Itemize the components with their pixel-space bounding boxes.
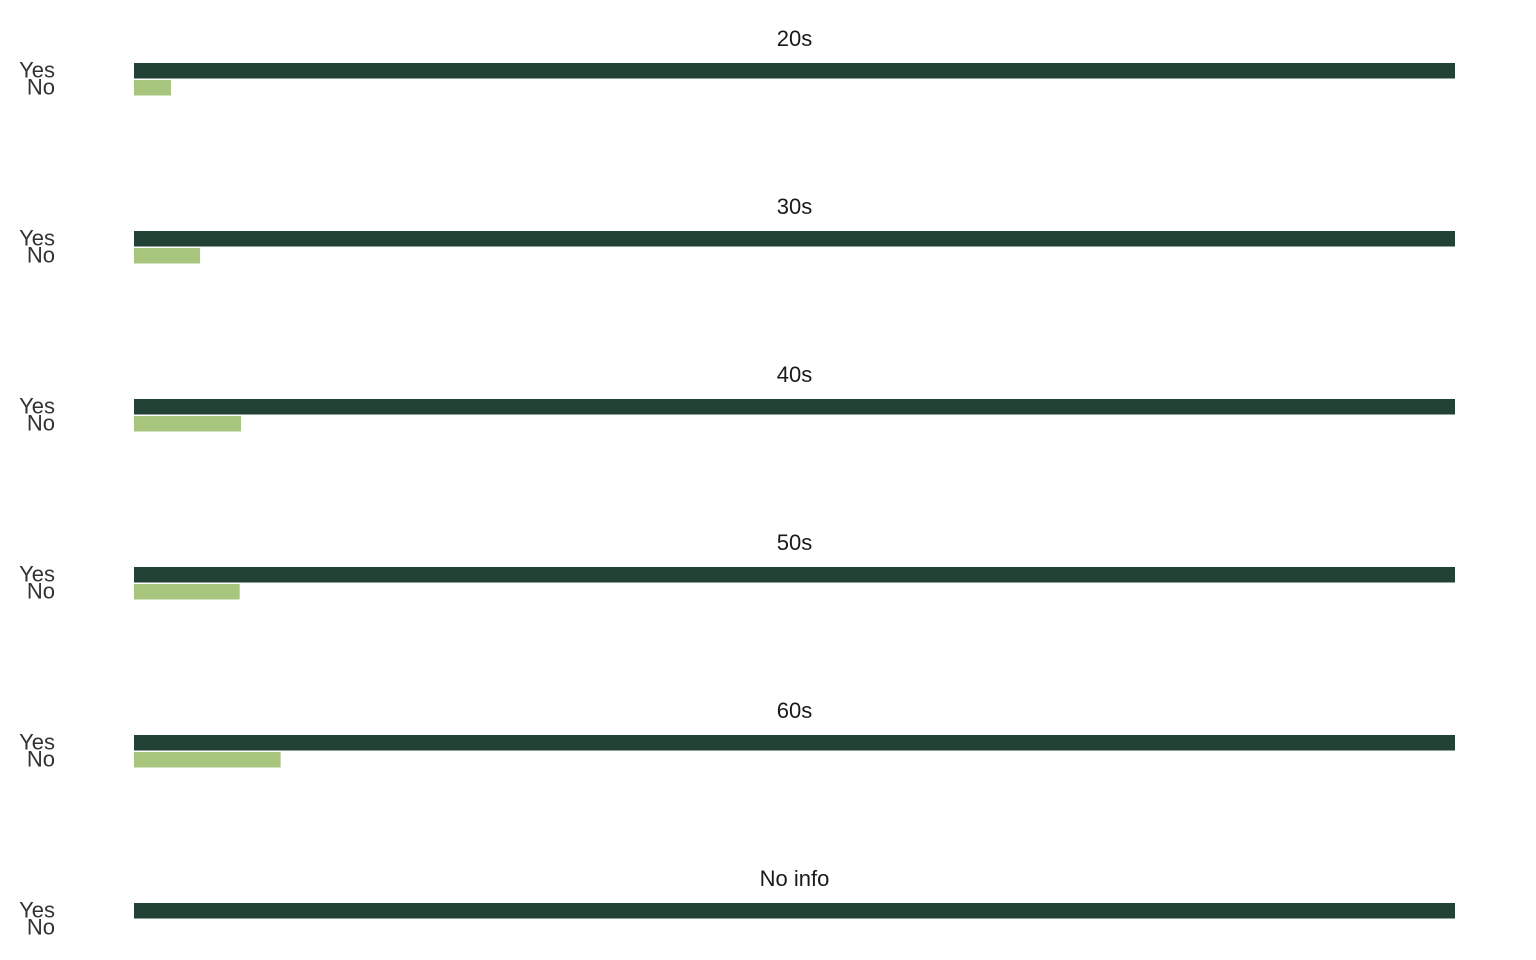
bar-no (134, 80, 171, 96)
panel-title: 30s (777, 194, 812, 219)
bar-yes (134, 231, 1455, 247)
bar-no (134, 248, 201, 264)
category-label-no: No (27, 915, 55, 940)
category-label-yes: Yes (19, 562, 55, 587)
panel-title: 60s (777, 698, 812, 723)
bar-yes (134, 567, 1455, 583)
category-label-yes: Yes (19, 226, 55, 251)
bar-yes (134, 399, 1455, 415)
bar-no (134, 752, 281, 768)
panel-title: 50s (777, 530, 812, 555)
panel-title: 40s (777, 362, 812, 387)
bar-no (134, 416, 242, 432)
category-label-no: No (27, 747, 55, 772)
bar-no (134, 584, 240, 600)
category-label-no: No (27, 411, 55, 436)
bar-yes (134, 63, 1455, 79)
category-label-yes: Yes (19, 58, 55, 83)
bar-yes (134, 735, 1455, 751)
category-label-yes: Yes (19, 394, 55, 419)
panel-title: No info (760, 866, 830, 891)
category-label-no: No (27, 75, 55, 100)
panel-title: 20s (777, 26, 812, 51)
bar-yes (134, 903, 1455, 919)
category-label-no: No (27, 243, 55, 268)
category-label-yes: Yes (19, 898, 55, 923)
category-label-no: No (27, 579, 55, 604)
category-label-yes: Yes (19, 730, 55, 755)
